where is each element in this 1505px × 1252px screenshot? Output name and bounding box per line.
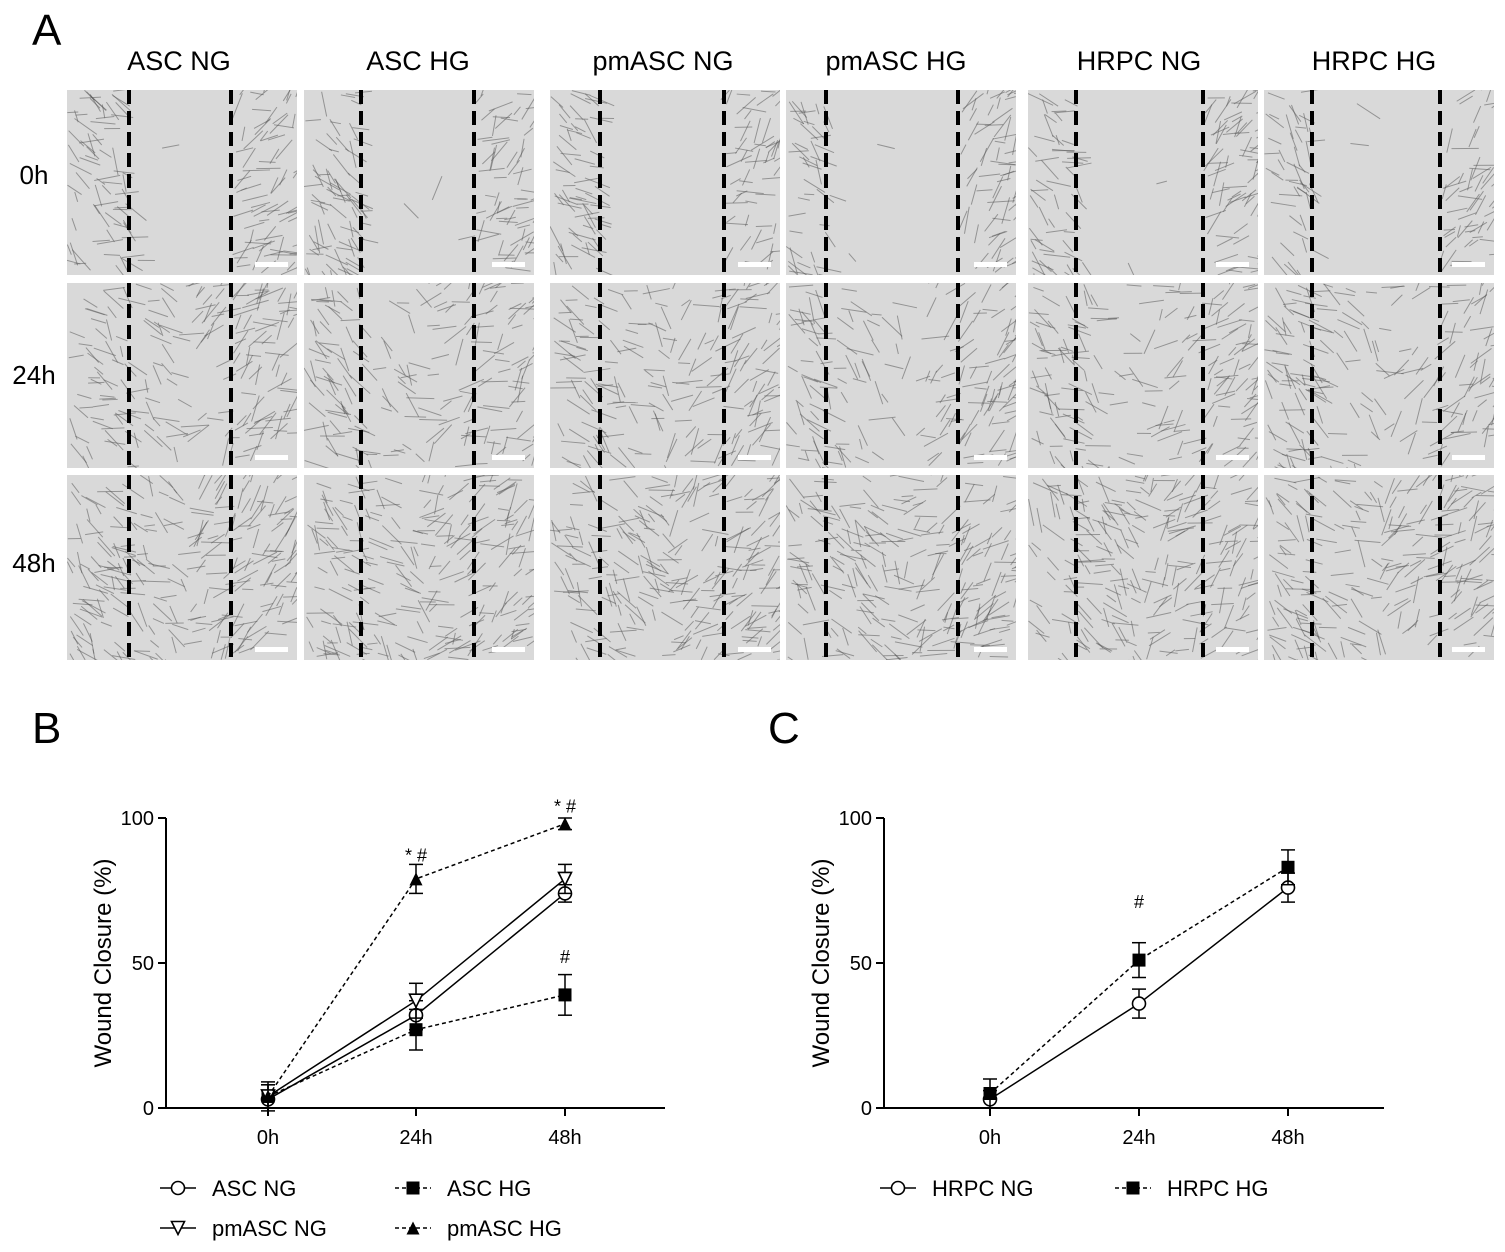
chart-b-x-tick-label: 0h bbox=[257, 1127, 279, 1149]
chart-b-x-tick-label: 48h bbox=[548, 1127, 581, 1149]
panel-letter-a: A bbox=[32, 6, 62, 55]
legend-label: HRPC HG bbox=[1167, 1176, 1268, 1201]
micrograph-hrpc-hg-0h bbox=[1264, 90, 1494, 275]
micrograph-hrpc-ng-48h bbox=[1028, 475, 1258, 660]
chart-c-legend-item: HRPC NG bbox=[880, 1176, 1033, 1201]
chart-b-annotation: * # bbox=[554, 796, 576, 816]
data-point bbox=[983, 1087, 997, 1100]
chart-c-x-tick-label: 24h bbox=[1122, 1127, 1155, 1149]
column-label-pmasc-ng: pmASC NG bbox=[592, 46, 734, 76]
chart-c-y-tick-label: 50 bbox=[850, 953, 872, 975]
chart-b-legend-item: pmASC NG bbox=[160, 1216, 327, 1241]
column-label-hrpc-hg: HRPC HG bbox=[1311, 46, 1437, 76]
micrograph-pmasc-hg-24h bbox=[786, 283, 1016, 468]
chart-b: 0 50 100 0h 24h 48h Wound Closure (%) * # * # # AS… bbox=[90, 796, 665, 1241]
micrograph-asc-ng-48h bbox=[67, 475, 297, 660]
data-point bbox=[409, 1023, 423, 1037]
micrograph-pmasc-ng-48h bbox=[550, 475, 780, 660]
data-point bbox=[408, 993, 424, 1009]
chart-c-series-hrpc-hg bbox=[983, 849, 1295, 1109]
data-point bbox=[557, 871, 573, 888]
data-point bbox=[409, 872, 423, 886]
legend-label: pmASC HG bbox=[447, 1216, 562, 1241]
chart-b-annotation: * # bbox=[405, 846, 427, 866]
data-point bbox=[1132, 953, 1146, 967]
column-label-pmasc-hg: pmASC HG bbox=[825, 46, 967, 76]
chart-b-y-label: Wound Closure (%) bbox=[90, 859, 117, 1068]
column-label-asc-ng: ASC NG bbox=[127, 46, 231, 76]
chart-c-y-tick-label: 0 bbox=[861, 1098, 872, 1120]
row-label-24h: 24h bbox=[12, 360, 56, 390]
micrograph-asc-hg-24h bbox=[304, 283, 534, 468]
panel-letter-c: C bbox=[768, 704, 800, 753]
micrograph-pmasc-hg-48h bbox=[786, 475, 1016, 660]
chart-b-x-tick-label: 24h bbox=[399, 1127, 432, 1149]
chart-b-series-pmasc-ng bbox=[260, 863, 573, 1112]
chart-c-y-tick-label: 100 bbox=[839, 808, 872, 830]
micrograph-pmasc-ng-0h bbox=[550, 90, 780, 275]
chart-b-legend-item: ASC NG bbox=[160, 1176, 296, 1201]
chart-b-y-tick-label: 0 bbox=[143, 1098, 154, 1120]
column-label-asc-hg: ASC HG bbox=[366, 46, 470, 76]
chart-c-annotation: # bbox=[1134, 892, 1144, 912]
micrograph-hrpc-hg-48h bbox=[1264, 475, 1494, 660]
data-point bbox=[1281, 860, 1295, 874]
micrograph-pmasc-hg-0h bbox=[786, 90, 1016, 275]
legend-label: ASC NG bbox=[212, 1176, 296, 1201]
micrograph-hrpc-ng-0h bbox=[1028, 90, 1258, 275]
chart-c-x-tick-label: 0h bbox=[979, 1127, 1001, 1149]
chart-c-legend-item: HRPC HG bbox=[1115, 1176, 1268, 1201]
chart-c: 0 50 100 0h 24h 48h Wound Closure (%) # HRPC NG H… bbox=[808, 808, 1384, 1201]
chart-c-y-label: Wound Closure (%) bbox=[808, 859, 835, 1068]
chart-b-legend-item: ASC HG bbox=[395, 1176, 531, 1201]
legend-label: ASC HG bbox=[447, 1176, 531, 1201]
legend-label: pmASC NG bbox=[212, 1216, 327, 1241]
chart-b-y-tick-label: 100 bbox=[121, 808, 154, 830]
chart-b-legend-item: pmASC HG bbox=[395, 1216, 562, 1241]
row-label-0h: 0h bbox=[19, 160, 49, 190]
column-label-hrpc-ng: HRPC NG bbox=[1076, 46, 1202, 76]
row-label-48h: 48h bbox=[12, 548, 56, 578]
chart-c-x-tick-label: 48h bbox=[1271, 1127, 1304, 1149]
legend-label: HRPC NG bbox=[932, 1176, 1033, 1201]
chart-b-annotation: # bbox=[560, 947, 570, 967]
series-line bbox=[267, 823, 566, 1097]
data-point bbox=[558, 817, 572, 831]
chart-b-y-tick-label: 50 bbox=[132, 953, 154, 975]
data-point bbox=[1131, 996, 1147, 1011]
data-point bbox=[261, 1089, 275, 1103]
micrograph-asc-hg-0h bbox=[304, 90, 534, 275]
micrograph-pmasc-ng-24h bbox=[550, 283, 780, 468]
chart-b-series-pmasc-hg bbox=[261, 817, 572, 1109]
micrograph-hrpc-ng-24h bbox=[1028, 283, 1258, 468]
micrograph-asc-ng-24h bbox=[67, 283, 297, 468]
data-point bbox=[558, 988, 572, 1002]
micrograph-asc-hg-48h bbox=[304, 475, 534, 660]
panel-letter-b: B bbox=[32, 704, 62, 753]
micrograph-asc-ng-0h bbox=[67, 90, 297, 275]
micrograph-hrpc-hg-24h bbox=[1264, 283, 1494, 468]
